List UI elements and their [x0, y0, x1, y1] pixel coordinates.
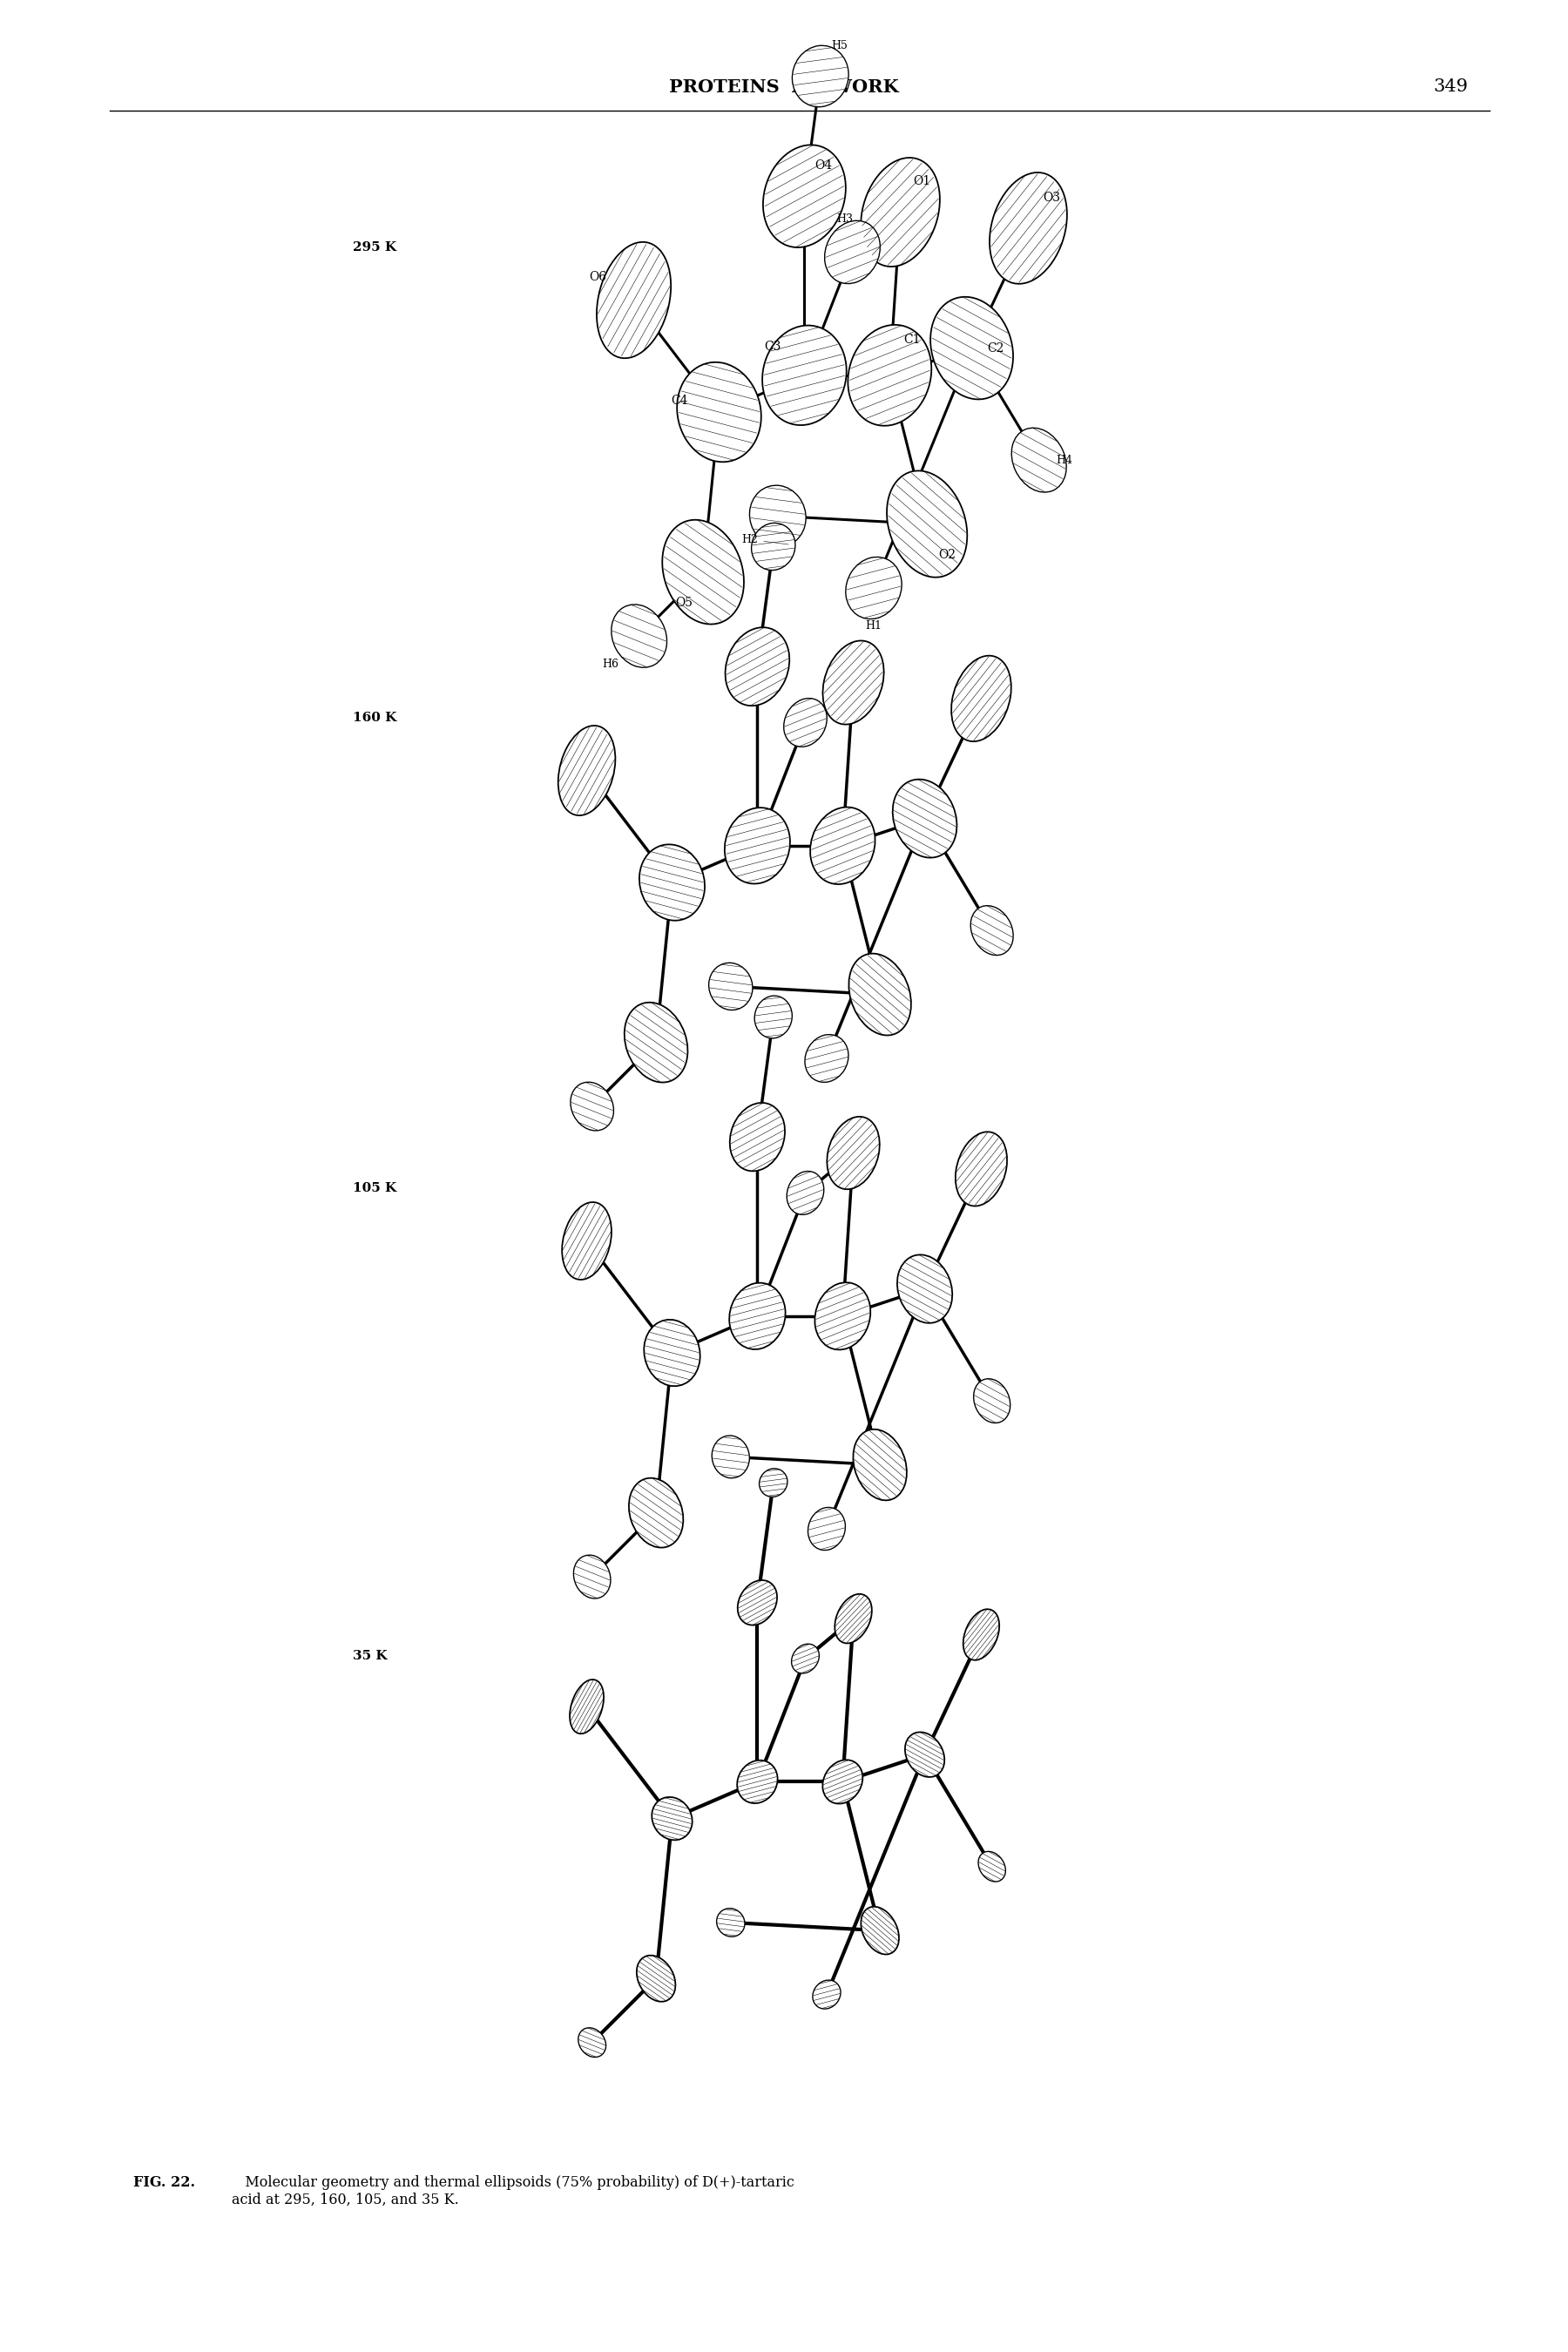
Ellipse shape	[717, 1907, 745, 1936]
Ellipse shape	[737, 1759, 778, 1804]
Text: 295 K: 295 K	[353, 240, 397, 254]
Ellipse shape	[571, 1082, 613, 1131]
Ellipse shape	[759, 1468, 787, 1496]
Text: O6: O6	[590, 270, 607, 282]
Ellipse shape	[792, 1644, 818, 1672]
Text: H2: H2	[742, 534, 757, 546]
Ellipse shape	[811, 807, 875, 884]
Ellipse shape	[825, 221, 880, 285]
Ellipse shape	[724, 807, 790, 884]
Text: O4: O4	[814, 160, 833, 172]
Text: C2: C2	[986, 341, 1004, 355]
Ellipse shape	[792, 45, 848, 106]
Ellipse shape	[848, 325, 931, 426]
Text: C3: C3	[765, 341, 781, 353]
Ellipse shape	[804, 1035, 848, 1082]
Ellipse shape	[787, 1171, 823, 1214]
Ellipse shape	[726, 628, 789, 706]
Ellipse shape	[574, 1555, 610, 1599]
Text: PROTEINS  AT  WORK: PROTEINS AT WORK	[670, 78, 898, 96]
Ellipse shape	[897, 1254, 952, 1324]
Text: H3: H3	[836, 214, 853, 226]
Ellipse shape	[834, 1595, 872, 1644]
Text: H5: H5	[831, 40, 847, 52]
Ellipse shape	[905, 1731, 944, 1778]
Ellipse shape	[892, 779, 956, 858]
Text: O3: O3	[1043, 191, 1060, 205]
Ellipse shape	[644, 1319, 699, 1385]
Ellipse shape	[569, 1679, 604, 1733]
Text: O1: O1	[914, 176, 931, 188]
Ellipse shape	[930, 296, 1013, 400]
Ellipse shape	[629, 1477, 684, 1548]
Ellipse shape	[812, 1980, 840, 2009]
Ellipse shape	[652, 1797, 691, 1839]
Ellipse shape	[823, 640, 884, 724]
Text: C1: C1	[903, 334, 920, 346]
Text: FIG. 22.: FIG. 22.	[133, 2176, 194, 2190]
Ellipse shape	[637, 1955, 676, 2002]
Ellipse shape	[989, 172, 1066, 285]
Text: 105 K: 105 K	[353, 1181, 397, 1195]
Ellipse shape	[861, 1907, 898, 1955]
Ellipse shape	[712, 1435, 750, 1477]
Text: O5: O5	[676, 597, 693, 609]
Ellipse shape	[612, 604, 666, 668]
Ellipse shape	[845, 557, 902, 619]
Text: 35 K: 35 K	[353, 1649, 387, 1663]
Ellipse shape	[784, 699, 826, 748]
Ellipse shape	[978, 1851, 1005, 1882]
Text: H6: H6	[602, 659, 619, 670]
Ellipse shape	[853, 1430, 906, 1501]
Ellipse shape	[955, 1131, 1007, 1207]
Ellipse shape	[826, 1117, 880, 1190]
Ellipse shape	[640, 844, 704, 920]
Text: 160 K: 160 K	[353, 710, 397, 724]
Ellipse shape	[750, 485, 806, 546]
Ellipse shape	[737, 1581, 778, 1625]
Text: H4: H4	[1055, 454, 1073, 466]
Text: O2: O2	[939, 548, 956, 560]
Text: 349: 349	[1433, 78, 1468, 96]
Text: Molecular geometry and thermal ellipsoids (75% probability) of D(+)-tartaric
aci: Molecular geometry and thermal ellipsoid…	[232, 2176, 795, 2209]
Ellipse shape	[561, 1202, 612, 1279]
Ellipse shape	[861, 158, 939, 266]
Ellipse shape	[971, 906, 1013, 955]
Ellipse shape	[709, 962, 753, 1009]
Ellipse shape	[963, 1609, 999, 1661]
Ellipse shape	[751, 522, 795, 569]
Ellipse shape	[677, 362, 760, 461]
Text: C4: C4	[671, 395, 688, 407]
Ellipse shape	[887, 470, 967, 576]
Ellipse shape	[729, 1103, 786, 1171]
Ellipse shape	[808, 1508, 845, 1550]
Ellipse shape	[823, 1759, 862, 1804]
Ellipse shape	[815, 1282, 870, 1350]
Text: H1: H1	[866, 621, 881, 630]
Ellipse shape	[729, 1282, 786, 1350]
Ellipse shape	[579, 2027, 605, 2058]
Ellipse shape	[764, 146, 845, 247]
Ellipse shape	[1011, 428, 1066, 492]
Ellipse shape	[974, 1378, 1010, 1423]
Ellipse shape	[558, 727, 615, 816]
Ellipse shape	[662, 520, 743, 623]
Ellipse shape	[762, 325, 847, 426]
Ellipse shape	[952, 656, 1011, 741]
Ellipse shape	[597, 242, 671, 358]
Ellipse shape	[754, 995, 792, 1037]
Ellipse shape	[624, 1002, 688, 1082]
Ellipse shape	[848, 953, 911, 1035]
